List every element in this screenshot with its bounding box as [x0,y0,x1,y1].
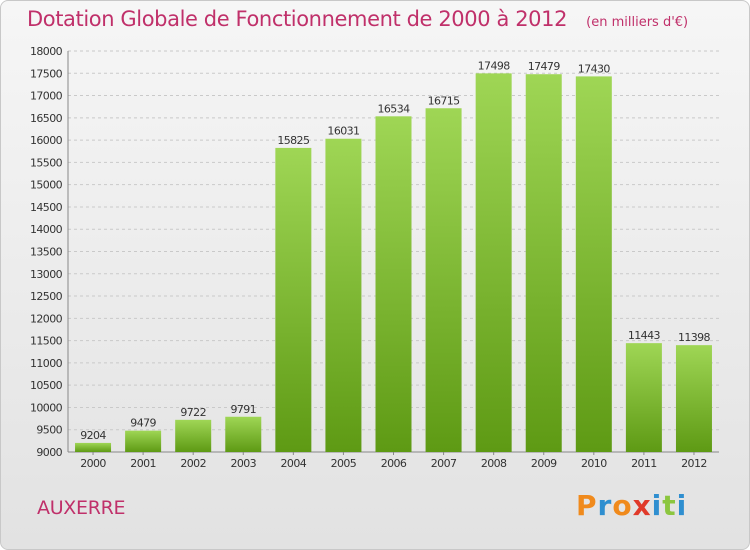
x-tick-label: 2011 [631,457,657,470]
bar-2000[interactable] [75,442,112,452]
labels: 9000 9500 10000 10500 11000 11500 12000 12500 13… [30,45,711,470]
bar-2011[interactable] [625,343,662,452]
y-tick-label: 13500 [30,246,63,259]
bar-2008[interactable] [475,73,512,453]
y-tick-label: 9500 [36,424,62,437]
value-label: 17430 [578,62,611,75]
y-tick-label: 17000 [30,90,63,103]
logo-letter: x [632,489,652,522]
y-tick-label: 14500 [30,201,63,214]
y-tick-label: 12000 [30,312,63,325]
bar-2001[interactable] [125,430,162,452]
value-label: 11398 [678,331,711,344]
y-tick-label: 16000 [30,134,63,147]
value-label: 15825 [277,134,310,147]
y-tick-label: 13000 [30,268,63,281]
bar-2010[interactable] [575,76,612,452]
x-tick-label: 2009 [531,457,557,470]
y-tick-label: 11500 [30,335,63,348]
bar-2009[interactable] [525,74,562,453]
bar-2007[interactable] [425,108,462,452]
value-label: 11443 [628,329,661,342]
title-row: Dotation Globale de Fonctionnement de 20… [27,7,688,31]
value-label: 9791 [230,403,256,416]
chart-title: Dotation Globale de Fonctionnement de 20… [27,7,568,31]
logo-letter: P [576,489,598,522]
y-tick-label: 15500 [30,156,63,169]
chart-subtitle: (en milliers d'€) [586,15,689,30]
proxiti-logo[interactable]: Proxiti [576,489,687,522]
bar-2006[interactable] [375,116,412,452]
y-tick-label: 14000 [30,223,63,236]
y-tick-label: 11000 [30,357,63,370]
logo-letter: r [597,489,613,522]
x-tick-label: 2000 [80,457,106,470]
y-tick-label: 18000 [30,45,63,58]
x-tick-label: 2002 [180,457,206,470]
logo-letter: t [662,489,677,522]
y-tick-label: 10500 [30,379,63,392]
bar-2004[interactable] [275,147,312,453]
bar-2012[interactable] [675,345,712,452]
value-label: 16031 [327,125,359,138]
y-tick-label: 15000 [30,179,63,192]
x-tick-label: 2007 [431,457,457,470]
bar-2002[interactable] [175,419,212,452]
x-tick-label: 2008 [481,457,507,470]
bar-2005[interactable] [325,138,362,452]
logo-letter: o [612,489,633,522]
x-tick-label: 2001 [130,457,156,470]
logo-letter: i [676,489,688,522]
x-tick-label: 2010 [581,457,607,470]
value-label: 16715 [428,94,461,107]
bar-2003[interactable] [225,416,262,452]
x-tick-label: 2012 [681,457,707,470]
y-tick-label: 10000 [30,401,63,414]
y-tick-label: 9000 [36,446,62,459]
value-label: 16534 [378,102,411,115]
value-label: 9204 [80,429,106,442]
x-tick-label: 2005 [331,457,357,470]
y-tick-label: 12500 [30,290,63,303]
logo-letter: i [651,489,663,522]
y-tick-label: 16500 [30,112,63,125]
value-label: 17479 [528,60,561,73]
x-tick-label: 2003 [230,457,256,470]
bars [75,73,712,453]
x-tick-label: 2006 [381,457,407,470]
y-tick-label: 17500 [30,67,63,80]
value-label: 9722 [180,406,206,419]
value-label: 17498 [478,59,511,72]
x-tick-label: 2004 [281,457,307,470]
city-name: AUXERRE [37,497,126,519]
value-label: 9479 [130,417,156,430]
